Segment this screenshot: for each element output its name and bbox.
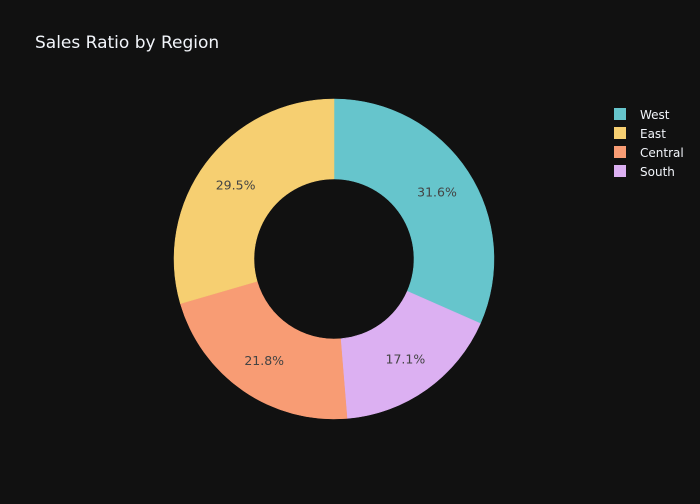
slice-east[interactable] (173, 98, 335, 304)
slice-west[interactable] (333, 98, 495, 324)
legend-label-south: South (640, 165, 675, 179)
legend-swatch-south (614, 165, 626, 177)
legend: West East Central South (614, 108, 684, 179)
legend-swatch-east (614, 127, 626, 139)
slice-label-west: 31.6% (417, 184, 457, 199)
legend-label-west: West (640, 108, 670, 122)
legend-item-west[interactable]: West (614, 108, 670, 122)
slices-layer (173, 98, 495, 420)
legend-label-east: East (640, 127, 666, 141)
legend-label-central: Central (640, 146, 684, 160)
legend-item-central[interactable]: Central (614, 146, 684, 160)
legend-item-east[interactable]: East (614, 127, 666, 141)
slice-label-east: 29.5% (216, 178, 256, 193)
legend-swatch-west (614, 108, 626, 120)
legend-item-south[interactable]: South (614, 165, 675, 179)
slice-labels-layer: 31.6% 17.1% 21.8% 29.5% (216, 178, 457, 368)
slice-label-central: 21.8% (244, 353, 284, 368)
slice-label-south: 17.1% (386, 352, 426, 367)
chart-title: Sales Ratio by Region (35, 33, 220, 53)
slice-central[interactable] (180, 281, 348, 420)
slice-south[interactable] (340, 290, 481, 419)
legend-swatch-central (614, 146, 626, 158)
